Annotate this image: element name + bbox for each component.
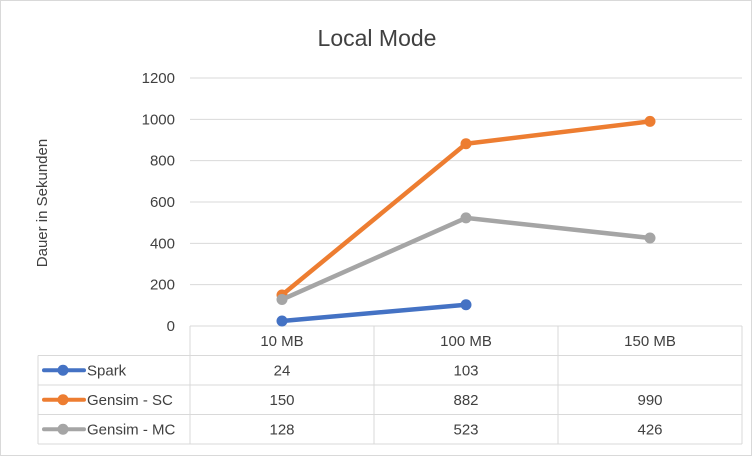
legend-label: Gensim - MC: [87, 421, 176, 438]
y-tick-label: 800: [150, 153, 175, 170]
legend-label: Spark: [87, 362, 127, 379]
table-value: 128: [269, 421, 294, 438]
table-value: 426: [637, 421, 662, 438]
y-tick-labels: 0 200 400 600 800 1000 1200: [142, 70, 175, 335]
table-value: 990: [637, 392, 662, 409]
y-tick-label: 400: [150, 235, 175, 252]
data-point: [276, 315, 288, 327]
data-point: [644, 232, 656, 244]
chart-title: Local Mode: [318, 25, 437, 51]
y-tick-label: 0: [167, 318, 175, 335]
table-value: 103: [453, 362, 478, 379]
x-tick-label: 150 MB: [624, 333, 676, 350]
table-value: 882: [453, 392, 478, 409]
legend-marker: [57, 394, 69, 406]
y-tick-label: 200: [150, 277, 175, 294]
legend-label: Gensim - SC: [87, 392, 173, 409]
table-value: 150: [269, 392, 294, 409]
gridlines: [190, 77, 742, 286]
y-axis-label: Dauer in Sekunden: [34, 139, 51, 267]
table-value: 24: [274, 362, 291, 379]
legend-marker: [57, 364, 69, 376]
data-point: [276, 294, 288, 306]
data-point: [460, 138, 472, 150]
legend-marker: [57, 423, 69, 435]
data-table: 10 MB 100 MB 150 MB Spark 24 103 Gensim - SC 15…: [37, 325, 743, 445]
table-value: 523: [453, 421, 478, 438]
y-tick-label: 1200: [142, 70, 175, 87]
data-point: [644, 115, 656, 127]
x-tick-label: 100 MB: [440, 333, 492, 350]
series-line: [279, 302, 469, 324]
data-point: [460, 212, 472, 224]
series-lines: [276, 115, 656, 327]
data-point: [460, 299, 472, 311]
x-tick-label: 10 MB: [260, 333, 303, 350]
y-tick-label: 600: [150, 194, 175, 211]
y-tick-label: 1000: [142, 111, 175, 128]
